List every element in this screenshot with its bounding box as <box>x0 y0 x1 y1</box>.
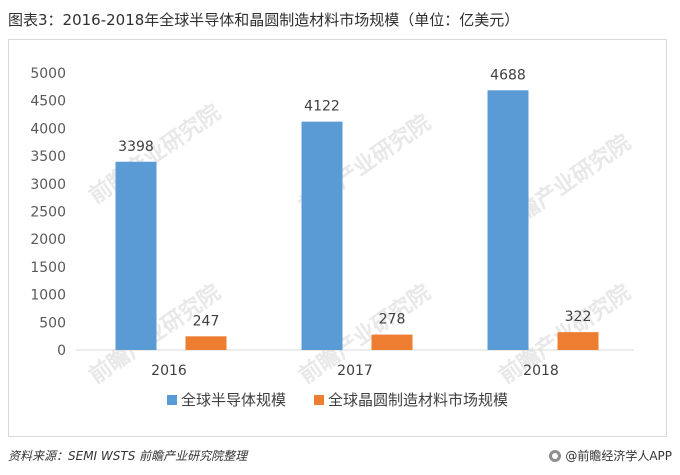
x-tick-label: 2017 <box>337 363 373 379</box>
y-tick-label: 3000 <box>30 177 66 193</box>
y-tick-label: 1000 <box>30 288 66 304</box>
y-tick-label: 4500 <box>30 94 66 110</box>
bar-semiconductor <box>487 90 529 351</box>
bar-semiconductor <box>115 161 157 350</box>
bar-wafer-material <box>185 336 227 350</box>
source-note: 资料来源：SEMI WSTS 前瞻产业研究院整理 <box>8 449 248 463</box>
data-label: 278 <box>379 312 406 328</box>
data-label: 247 <box>193 313 220 329</box>
bar-wafer-material <box>557 332 599 350</box>
bar-semiconductor <box>301 121 343 350</box>
brand-text: @前瞻经济学人APP <box>565 449 672 463</box>
y-tick-label: 1500 <box>30 260 66 276</box>
legend-swatch <box>167 395 177 405</box>
y-tick-label: 3500 <box>30 149 66 165</box>
data-label: 4688 <box>490 67 526 83</box>
legend-swatch <box>314 395 324 405</box>
y-tick-label: 5000 <box>30 66 66 82</box>
data-label: 4122 <box>304 99 340 115</box>
bar-chart: 前瞻产业研究院前瞻产业研究院前瞻产业研究院前瞻产业研究院前瞻产业研究院前瞻产业研… <box>30 66 635 409</box>
x-tick-label: 2018 <box>523 363 559 379</box>
data-label: 3398 <box>118 139 154 155</box>
brand-credit: @前瞻经济学人APP <box>549 447 672 464</box>
data-label: 322 <box>565 309 592 325</box>
y-tick-label: 2000 <box>30 232 66 248</box>
y-tick-label: 4000 <box>30 121 66 137</box>
chart-title: 图表3：2016-2018年全球半导体和晶圆制造材料市场规模（单位：亿美元） <box>8 11 520 29</box>
y-tick-label: 500 <box>39 315 66 331</box>
bar-wafer-material <box>371 334 413 350</box>
chart-panel: 前瞻产业研究院前瞻产业研究院前瞻产业研究院前瞻产业研究院前瞻产业研究院前瞻产业研… <box>8 39 667 437</box>
legend-label: 全球半导体规模 <box>181 391 286 409</box>
legend-label: 全球晶圆制造材料市场规模 <box>328 391 508 409</box>
y-tick-label: 2500 <box>30 205 66 221</box>
footer: 资料来源：SEMI WSTS 前瞻产业研究院整理 @前瞻经济学人APP <box>8 447 672 467</box>
x-tick-label: 2016 <box>151 363 187 379</box>
brand-logo-icon <box>549 449 562 462</box>
y-tick-label: 0 <box>57 343 66 359</box>
